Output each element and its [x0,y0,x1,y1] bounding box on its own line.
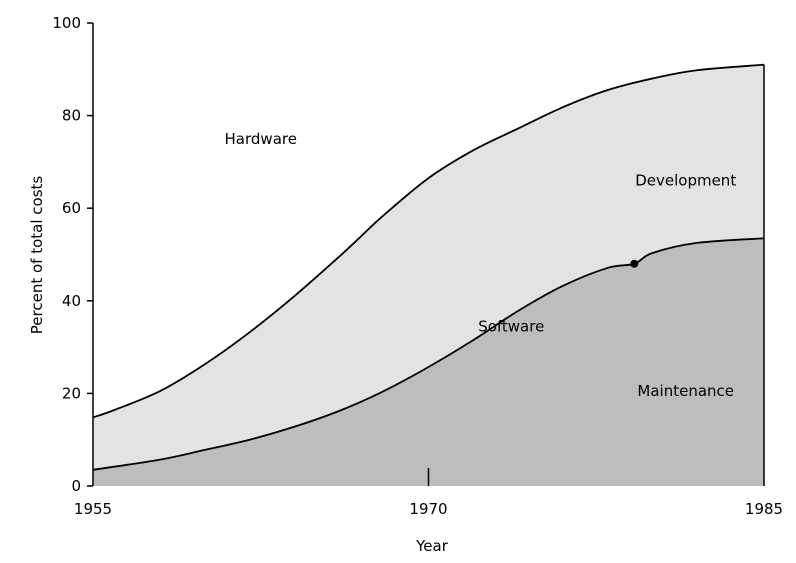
chart-axes [87,22,765,487]
x-tick-label: 1985 [745,500,783,518]
y-tick-label: 40 [62,292,81,310]
y-axis-label: Percent of total costs [28,176,46,335]
chart-lines [92,63,765,471]
software-total-curve [92,63,765,419]
maintenance-curve [92,237,765,471]
region-label: Development [635,171,736,189]
annotation-label: Software [478,317,544,335]
y-tick-label: 100 [52,14,81,32]
region-label: Hardware [225,130,297,148]
maintenance-area [93,238,764,486]
y-tick-label: 80 [62,107,81,125]
x-tick-label: 1970 [409,500,447,518]
region-label: Maintenance [637,382,734,400]
x-axis-label: Year [415,537,449,555]
y-tick-label: 20 [62,384,81,402]
data-point-marker [630,259,639,268]
chart-labels: 0 20 40 60 80 100 1955 1970 1985 Hardware Developm… [52,14,783,518]
y-tick-label: 0 [71,477,81,495]
chart-areas [93,64,764,487]
y-tick-label: 60 [62,199,81,217]
x-tick-label: 1955 [74,500,112,518]
